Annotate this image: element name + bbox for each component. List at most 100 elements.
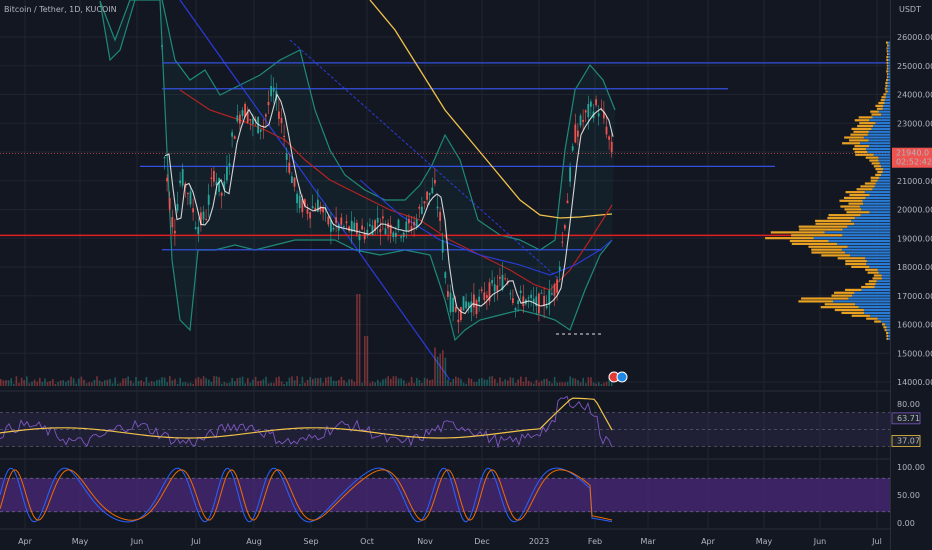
volume-bar bbox=[31, 381, 33, 386]
candle-body bbox=[512, 298, 514, 303]
candle-body bbox=[174, 230, 176, 234]
volume-bar bbox=[241, 376, 244, 386]
volume-bar bbox=[535, 379, 538, 386]
volume-profile-bar bbox=[884, 99, 890, 102]
candle-body bbox=[543, 295, 545, 307]
volume-profile-bar bbox=[885, 90, 888, 93]
volume-profile-bar bbox=[869, 159, 879, 162]
volume-bar bbox=[262, 379, 265, 386]
volume-bar bbox=[462, 382, 465, 386]
time-axis-label: Aug bbox=[246, 537, 262, 546]
volume-profile-bar bbox=[860, 185, 875, 188]
volume-bar bbox=[44, 378, 46, 386]
volume-profile-bar bbox=[877, 170, 883, 174]
volume-profile-bar bbox=[840, 205, 860, 208]
volume-profile-bar bbox=[770, 231, 825, 234]
volume-bar bbox=[26, 376, 28, 386]
volume-bar bbox=[174, 378, 176, 386]
volume-bar bbox=[275, 377, 278, 386]
time-axis-label: Dec bbox=[474, 537, 489, 546]
volume-profile-bar bbox=[868, 139, 890, 142]
volume-profile-bar bbox=[875, 283, 890, 286]
candle-body bbox=[577, 130, 579, 137]
volume-profile-bar bbox=[855, 153, 874, 156]
volume-bar bbox=[371, 381, 374, 386]
volume-bar bbox=[140, 380, 142, 386]
volume-bar bbox=[78, 378, 80, 386]
volume-profile-bar bbox=[883, 326, 887, 329]
volume-profile-bar bbox=[886, 47, 888, 50]
volume-profile-bar bbox=[833, 300, 890, 303]
candle-body bbox=[272, 87, 275, 92]
volume-profile-bar bbox=[841, 311, 865, 314]
volume-bar bbox=[283, 383, 285, 386]
ma-long-line bbox=[369, 0, 613, 219]
volume-bar bbox=[62, 380, 64, 386]
candle-body bbox=[340, 217, 343, 225]
volume-bar bbox=[390, 378, 392, 386]
candle-body bbox=[480, 289, 483, 291]
volume-profile-bar bbox=[867, 133, 890, 136]
volume-bar bbox=[366, 336, 369, 386]
volume-profile-bar bbox=[865, 283, 876, 286]
candle-body bbox=[306, 209, 309, 214]
volume-profile-bar bbox=[871, 162, 880, 165]
candle-body bbox=[405, 221, 408, 232]
volume-bar bbox=[2, 380, 5, 386]
candle-body bbox=[441, 239, 444, 253]
volume-profile-bar bbox=[886, 67, 889, 70]
volume-profile-bar bbox=[827, 216, 855, 220]
candle-body bbox=[207, 194, 210, 205]
candle-body bbox=[236, 115, 239, 122]
volume-profile-bar bbox=[851, 265, 870, 268]
volume-profile-bar bbox=[876, 107, 883, 110]
volume-profile-bar bbox=[824, 303, 856, 306]
volume-bar bbox=[150, 381, 153, 386]
volume-profile-bar bbox=[873, 124, 890, 128]
volume-bar bbox=[59, 380, 62, 386]
volume-profile-bar bbox=[842, 234, 890, 237]
candle-body bbox=[374, 220, 376, 231]
volume-bar bbox=[234, 381, 236, 386]
volume-profile-bar bbox=[865, 196, 890, 199]
volume-bar bbox=[7, 380, 10, 386]
time-axis-label: Feb bbox=[588, 537, 602, 546]
axis-background bbox=[891, 0, 932, 550]
candle-body bbox=[244, 103, 246, 118]
volume-bar bbox=[509, 377, 512, 386]
volume-profile-bar bbox=[821, 254, 850, 257]
candle-body bbox=[218, 177, 220, 192]
candle-body bbox=[444, 272, 447, 278]
candle-body bbox=[538, 293, 540, 314]
volume-bar bbox=[158, 379, 161, 386]
volume-bar bbox=[343, 380, 345, 386]
volume-bar bbox=[145, 376, 148, 386]
candle-body bbox=[296, 193, 298, 204]
volume-profile-bar bbox=[789, 239, 829, 243]
volume-bar bbox=[483, 379, 486, 386]
price-axis-tick-label: 21000.00 bbox=[897, 177, 932, 186]
candle-body bbox=[192, 208, 194, 213]
volume-profile-bar bbox=[858, 116, 873, 119]
time-axis-label: Jul bbox=[190, 537, 201, 546]
volume-profile-bar bbox=[839, 199, 863, 202]
volume-profile-bar bbox=[837, 257, 866, 260]
candle-body bbox=[241, 110, 244, 116]
volume-profile-bar bbox=[862, 199, 890, 202]
volume-bar bbox=[182, 382, 184, 386]
volume-profile-bar bbox=[836, 242, 890, 245]
volume-bar bbox=[418, 380, 421, 386]
volume-bar bbox=[280, 381, 283, 386]
volume-profile-bar bbox=[878, 110, 890, 113]
volume-bar bbox=[184, 382, 187, 386]
volume-profile-bar bbox=[886, 70, 889, 73]
volume-profile-bar bbox=[886, 337, 889, 340]
volume-bar bbox=[192, 383, 194, 386]
volume-profile-bar bbox=[878, 101, 885, 105]
volume-bar bbox=[452, 378, 454, 386]
candle-body bbox=[350, 220, 353, 232]
volume-profile-bar bbox=[877, 317, 890, 320]
candle-body bbox=[610, 141, 613, 153]
stoch-d-line bbox=[0, 469, 613, 521]
